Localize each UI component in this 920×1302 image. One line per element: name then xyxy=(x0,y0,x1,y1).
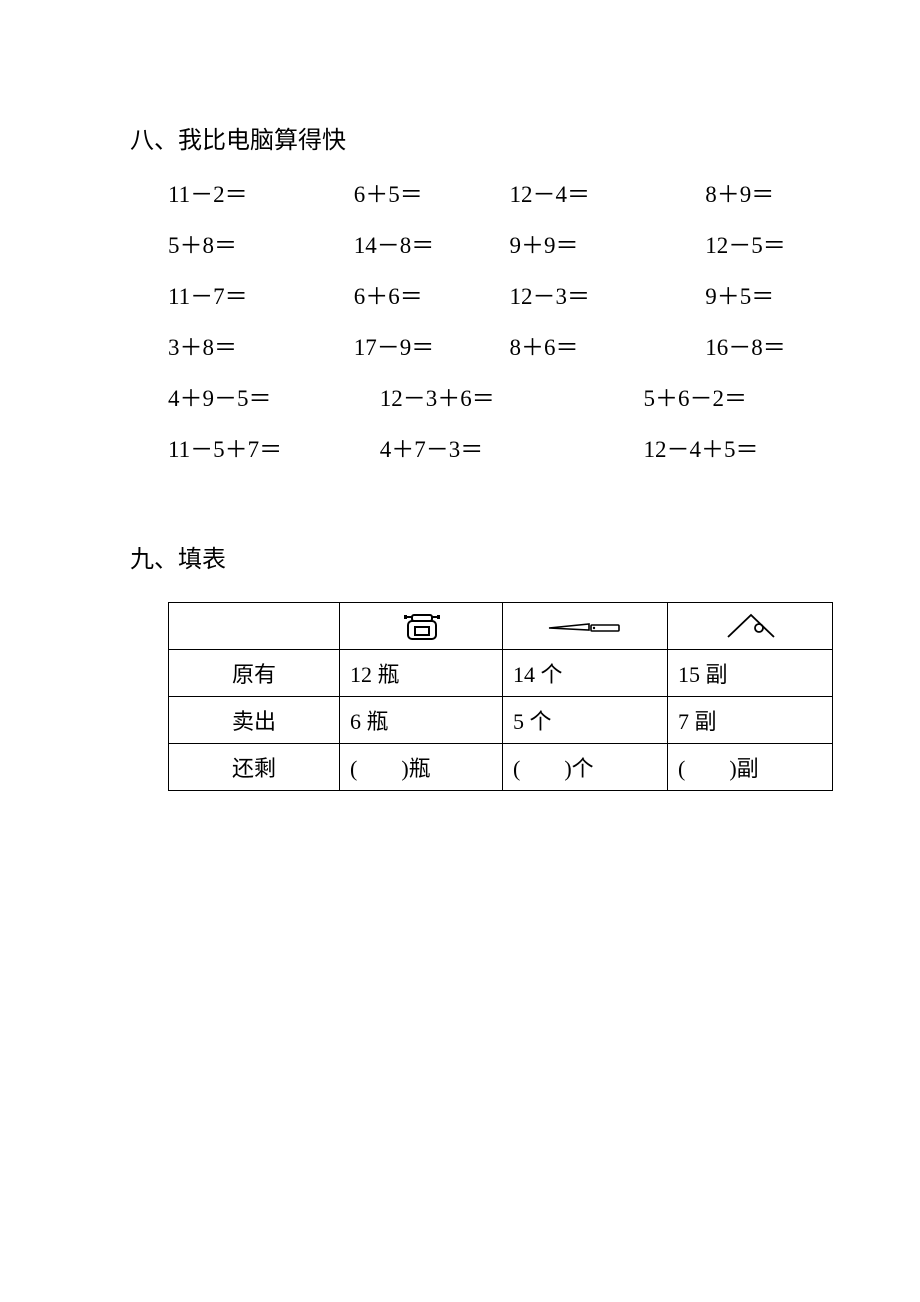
eq-cell: 8＋6＝ xyxy=(510,336,700,359)
eq-cell: 11－2＝ xyxy=(168,183,348,206)
eq-cell: 9＋5＝ xyxy=(705,285,774,308)
eq-row: 11－5＋7＝ 4＋7－3＝ 12－4＋5＝ xyxy=(168,438,920,461)
table-header-icon-cell xyxy=(340,603,503,650)
eq-cell: 12－4＝ xyxy=(510,183,700,206)
section-9: 九、填表 xyxy=(0,539,920,791)
eq-cell: 6＋6＝ xyxy=(354,285,504,308)
eq-cell: 4＋7－3＝ xyxy=(380,438,638,461)
eq-cell: 3＋8＝ xyxy=(168,336,348,359)
table-header-icon-cell xyxy=(668,603,833,650)
fill-table: 原有 12 瓶 14 个 15 副 卖出 6 瓶 5 个 7 副 还剩 ( )瓶… xyxy=(168,602,833,791)
page: 八、我比电脑算得快 11－2＝ 6＋5＝ 12－4＝ 8＋9＝ 5＋8＝ 14－… xyxy=(0,0,920,1302)
table-cell: 14 个 xyxy=(503,650,668,697)
table-row: 原有 12 瓶 14 个 15 副 xyxy=(169,650,833,697)
table-cell: ( )副 xyxy=(668,744,833,791)
eq-row: 3＋8＝ 17－9＝ 8＋6＝ 16－8＝ xyxy=(168,336,920,359)
table-cell: 6 瓶 xyxy=(340,697,503,744)
eq-cell: 5＋8＝ xyxy=(168,234,348,257)
eq-cell: 16－8＝ xyxy=(705,336,786,359)
eq-row: 11－7＝ 6＋6＝ 12－3＝ 9＋5＝ xyxy=(168,285,920,308)
eq-cell: 9＋9＝ xyxy=(510,234,700,257)
table-header-blank xyxy=(169,603,340,650)
eq-cell: 4＋9－5＝ xyxy=(168,387,374,410)
equation-grid: 11－2＝ 6＋5＝ 12－4＝ 8＋9＝ 5＋8＝ 14－8＝ 9＋9＝ 12… xyxy=(168,183,920,461)
eq-cell: 5＋6－2＝ xyxy=(644,387,748,410)
table-cell: 12 瓶 xyxy=(340,650,503,697)
eq-cell: 8＋9＝ xyxy=(705,183,774,206)
table-cell: 7 副 xyxy=(668,697,833,744)
table-row: 还剩 ( )瓶 ( )个 ( )副 xyxy=(169,744,833,791)
table-header-row xyxy=(169,603,833,650)
eq-cell: 11－7＝ xyxy=(168,285,348,308)
eq-cell: 17－9＝ xyxy=(354,336,504,359)
compass-icon xyxy=(722,611,780,641)
eq-cell: 14－8＝ xyxy=(354,234,504,257)
table-header-icon-cell xyxy=(503,603,668,650)
eq-cell: 11－5＋7＝ xyxy=(168,438,374,461)
eq-row: 11－2＝ 6＋5＝ 12－4＝ 8＋9＝ xyxy=(168,183,920,206)
table-cell: 15 副 xyxy=(668,650,833,697)
table-cell: 5 个 xyxy=(503,697,668,744)
eq-row: 5＋8＝ 14－8＝ 9＋9＝ 12－5＝ xyxy=(168,234,920,257)
eq-cell: 12－3＝ xyxy=(510,285,700,308)
table-cell: ( )瓶 xyxy=(340,744,503,791)
row-label: 原有 xyxy=(169,650,340,697)
ink-bottle-icon xyxy=(400,609,444,643)
row-label: 卖出 xyxy=(169,697,340,744)
eq-cell: 12－5＝ xyxy=(705,234,786,257)
section-8-title: 八、我比电脑算得快 xyxy=(130,120,920,155)
eq-cell: 6＋5＝ xyxy=(354,183,504,206)
table-row: 卖出 6 瓶 5 个 7 副 xyxy=(169,697,833,744)
row-label: 还剩 xyxy=(169,744,340,791)
table-cell: ( )个 xyxy=(503,744,668,791)
eq-row: 4＋9－5＝ 12－3＋6＝ 5＋6－2＝ xyxy=(168,387,920,410)
knife-icon xyxy=(547,613,625,639)
eq-cell: 12－3＋6＝ xyxy=(380,387,638,410)
table-wrap: 原有 12 瓶 14 个 15 副 卖出 6 瓶 5 个 7 副 还剩 ( )瓶… xyxy=(168,602,920,791)
section-9-title: 九、填表 xyxy=(130,539,920,574)
eq-cell: 12－4＋5＝ xyxy=(644,438,759,461)
